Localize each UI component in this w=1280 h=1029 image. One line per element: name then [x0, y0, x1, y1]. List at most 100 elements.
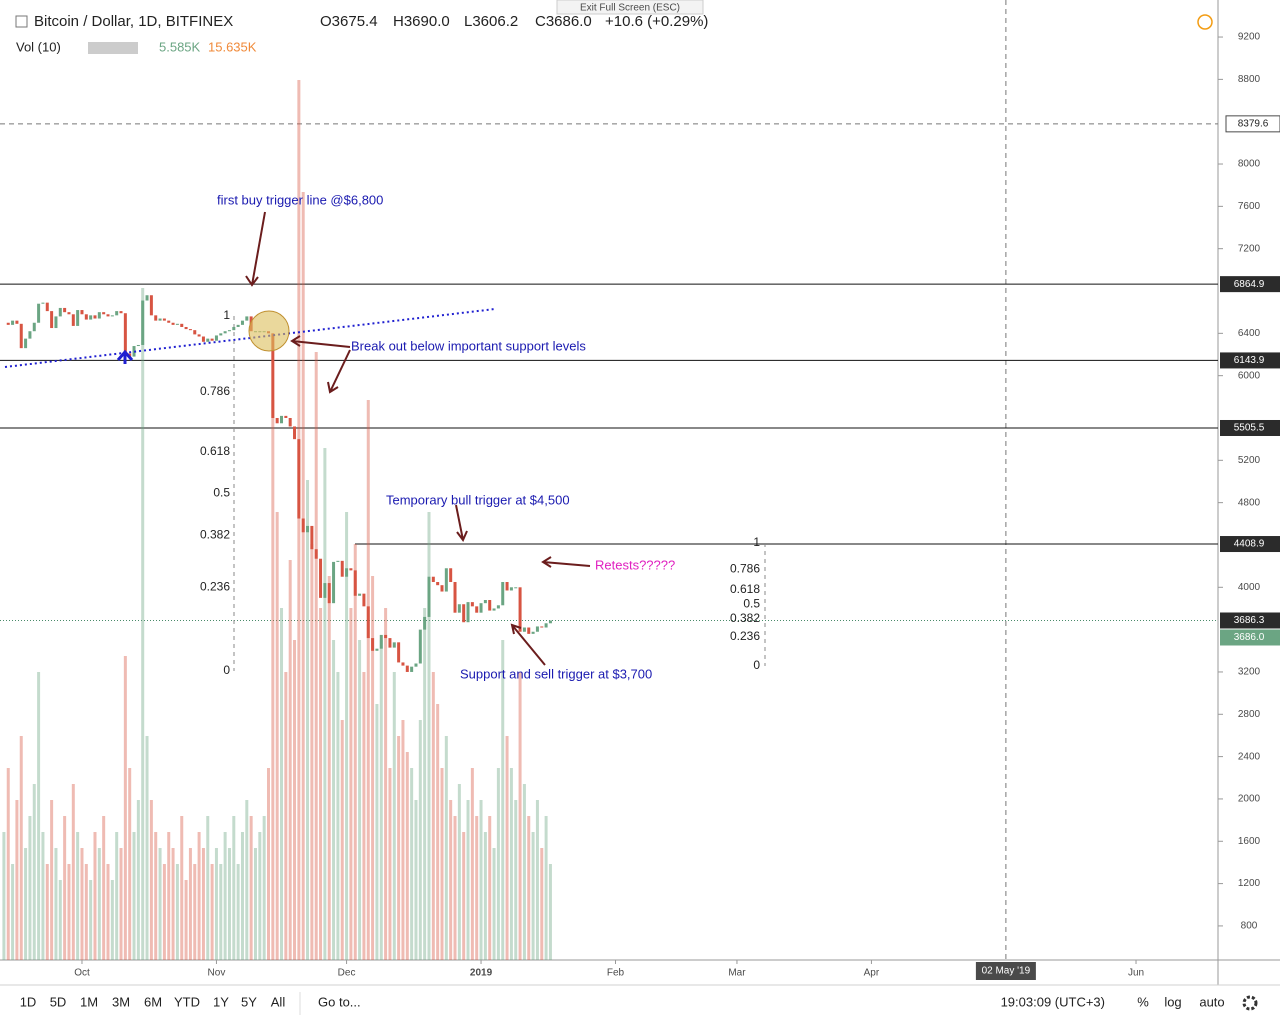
candle-body — [110, 315, 114, 317]
volume-bar — [2, 832, 6, 960]
volume-bar — [28, 816, 32, 960]
candle-body — [544, 623, 548, 628]
volume-bar — [444, 736, 448, 960]
range-button[interactable]: 1Y — [213, 994, 229, 1009]
volume-bar — [349, 608, 353, 960]
candle-body — [475, 606, 479, 613]
volume-bar — [401, 720, 405, 960]
volume-bar — [358, 640, 362, 960]
y-tick-label: 9200 — [1238, 32, 1261, 43]
volume-bar — [427, 512, 431, 960]
volume-bar — [162, 864, 166, 960]
volume-bar — [379, 640, 383, 960]
candle-body — [414, 663, 418, 667]
goto-button[interactable]: Go to... — [318, 994, 361, 1009]
candle-body — [93, 315, 97, 319]
candle-body — [509, 587, 513, 591]
candle-body — [275, 417, 279, 424]
settings-icon[interactable] — [1242, 995, 1258, 1011]
candle-body — [310, 525, 314, 550]
candle-body — [50, 311, 54, 329]
y-tick-label: 800 — [1241, 921, 1258, 932]
y-tick-label: 2000 — [1238, 794, 1261, 805]
volume-bar — [271, 400, 275, 960]
volume-bar — [275, 512, 279, 960]
symbol[interactable]: Bitcoin / Dollar, 1D, BITFINEX — [34, 13, 233, 30]
volume-bar — [32, 784, 36, 960]
candle-body — [76, 310, 80, 326]
x-tick-label: Apr — [864, 968, 880, 979]
volume-bar — [219, 864, 223, 960]
x-tick-label: Jun — [1128, 968, 1144, 979]
volume-bar — [397, 736, 401, 960]
candle-body — [227, 330, 231, 332]
range-button[interactable]: All — [271, 994, 286, 1009]
candle-body — [293, 426, 297, 440]
collapse-icon[interactable] — [15, 15, 28, 28]
candle-body — [345, 568, 349, 577]
highlight-circle — [248, 310, 290, 352]
volume-bar — [288, 560, 292, 960]
range-button[interactable]: 6M — [144, 994, 162, 1009]
exit-fullscreen[interactable] — [556, 0, 704, 15]
volume-bar — [89, 880, 93, 960]
range-button[interactable]: 1D — [20, 994, 37, 1009]
candle-body — [466, 602, 470, 623]
candle-body — [340, 560, 344, 577]
range-button[interactable]: 3M — [112, 994, 130, 1009]
alert-icon[interactable] — [1197, 14, 1213, 30]
volume-bar — [548, 864, 552, 960]
candle-body — [197, 334, 201, 337]
volume-bar — [414, 800, 418, 960]
candle-body — [236, 324, 240, 327]
candle-body — [436, 582, 440, 586]
volume-bar — [154, 832, 158, 960]
ohlc: L3606.2 — [464, 13, 518, 30]
candle-body — [145, 295, 149, 301]
volume-bar — [345, 512, 349, 960]
vol-label[interactable]: Vol (10) — [16, 39, 61, 54]
candle-body — [6, 322, 10, 325]
x-tick-label: Nov — [208, 968, 226, 979]
candle-body — [440, 585, 444, 592]
candle-body — [483, 600, 487, 604]
price-label: 3686.3 — [1234, 615, 1265, 626]
candle-body — [501, 582, 505, 606]
range-button[interactable]: 5D — [50, 994, 67, 1009]
volume-bar — [327, 576, 331, 960]
price-label: 4408.9 — [1234, 539, 1265, 550]
candle-body — [115, 311, 119, 316]
range-button[interactable]: 5Y — [241, 994, 257, 1009]
range-button[interactable]: 1M — [80, 994, 98, 1009]
volume-bar — [253, 848, 257, 960]
volume-bar — [483, 832, 487, 960]
price-label: 6143.9 — [1234, 355, 1265, 366]
candle-body — [518, 587, 522, 632]
candle-body — [379, 634, 383, 649]
volume-bar — [11, 864, 15, 960]
candle-body — [531, 631, 535, 634]
candle-body — [128, 353, 132, 357]
study-icons[interactable] — [88, 42, 138, 54]
scale-option[interactable]: log — [1164, 994, 1181, 1009]
price-label-bg — [1220, 352, 1280, 369]
volume-bar — [466, 800, 470, 960]
price-label-bg — [1220, 612, 1280, 629]
volume-bar — [93, 832, 97, 960]
scale-option[interactable]: auto — [1199, 994, 1224, 1009]
y-tick-label: 4000 — [1238, 582, 1261, 593]
y-tick-label: 6000 — [1238, 370, 1261, 381]
candle-body — [548, 620, 552, 624]
x-tick-label: Dec — [338, 968, 356, 979]
volume-bar — [280, 608, 284, 960]
volume-bar — [301, 192, 305, 960]
candle-body — [301, 518, 305, 533]
volume-bar — [128, 768, 132, 960]
candle-body — [28, 331, 32, 339]
candle-body — [332, 561, 336, 604]
ohlc: +10.6 (+0.29%) — [605, 13, 708, 30]
fib-label: 0.5 — [743, 597, 760, 611]
volume-bar — [158, 848, 162, 960]
range-button[interactable]: YTD — [174, 994, 200, 1009]
scale-option[interactable]: % — [1137, 994, 1149, 1009]
